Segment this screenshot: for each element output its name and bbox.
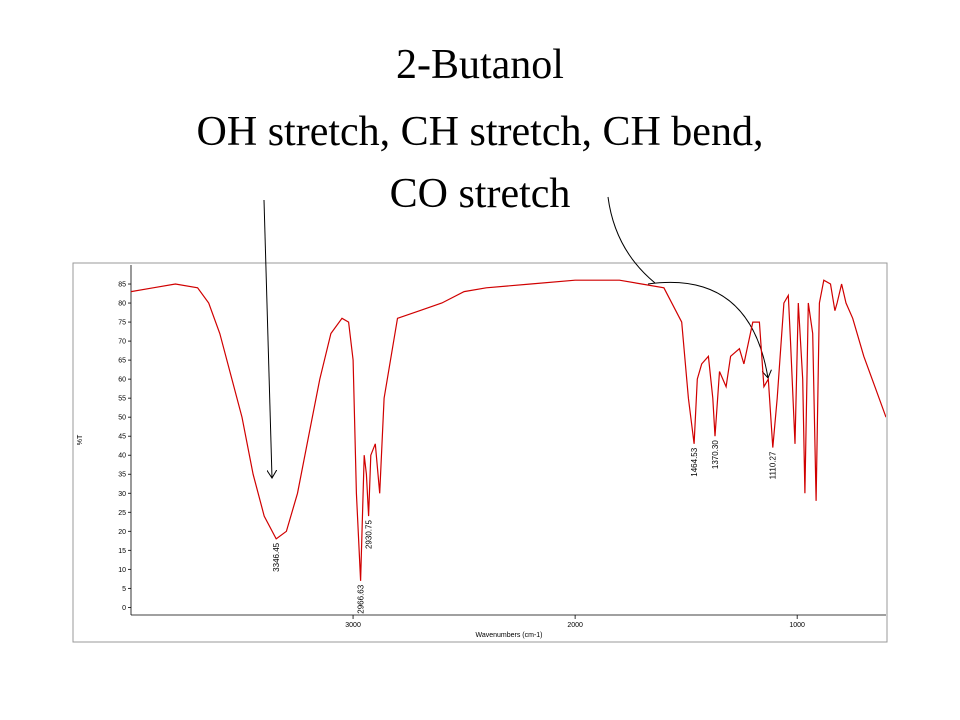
y-tick-label: 80 <box>118 301 126 308</box>
annotation-arrow <box>647 281 768 378</box>
y-tick-label: 15 <box>118 548 126 555</box>
peak-label: 1110.27 <box>769 451 778 479</box>
y-tick-label: 85 <box>118 282 126 289</box>
peak-label: 2966.63 <box>357 584 366 613</box>
y-tick-label: 40 <box>118 453 126 460</box>
y-tick-label: 25 <box>118 510 126 517</box>
y-tick-label: 30 <box>118 491 126 498</box>
y-tick-label: 0 <box>122 605 126 612</box>
plot-frame <box>72 262 888 643</box>
chart-title: 2-Butanol <box>396 42 564 88</box>
x-tick-label: 3000 <box>345 622 361 629</box>
y-tick-label: 70 <box>118 339 126 346</box>
annotation-arrow <box>607 196 656 284</box>
y-axis-label: %T <box>77 434 84 445</box>
x-tick-label: 1000 <box>789 622 805 629</box>
peak-label: 3346.45 <box>272 542 281 571</box>
y-tick-label: 10 <box>118 567 126 574</box>
y-tick-label: 75 <box>118 320 126 327</box>
peak-label: 2930.75 <box>364 520 373 549</box>
chart-subtitle: CO stretch <box>390 171 571 217</box>
y-tick-label: 35 <box>118 472 126 479</box>
y-tick-label: 45 <box>118 434 126 441</box>
peak-label: 1464.53 <box>690 447 699 476</box>
x-axis-label: Wavenumbers (cm-1) <box>475 632 542 639</box>
chart-subtitle: OH stretch, CH stretch, CH bend, <box>197 109 764 155</box>
y-tick-label: 55 <box>118 396 126 403</box>
peak-label: 1370.30 <box>711 440 720 469</box>
y-tick-label: 5 <box>122 586 126 593</box>
spectrum-line <box>131 279 886 581</box>
y-tick-label: 60 <box>118 377 126 384</box>
y-tick-label: 50 <box>118 415 126 422</box>
annotation-arrow <box>263 199 272 478</box>
y-tick-label: 65 <box>118 358 126 365</box>
x-tick-label: 2000 <box>567 622 583 629</box>
plot-area <box>131 279 886 581</box>
y-tick-label: 20 <box>118 529 126 536</box>
